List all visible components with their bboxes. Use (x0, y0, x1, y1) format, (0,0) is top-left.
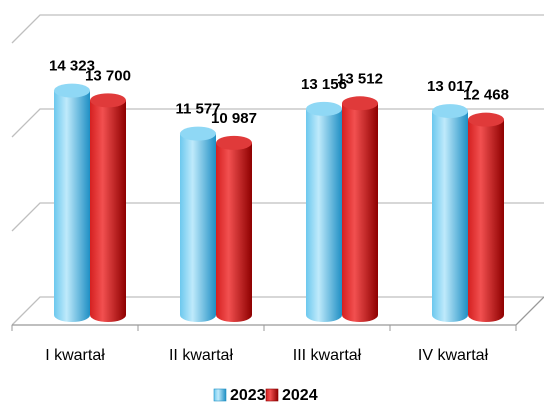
data-label: 10 987 (211, 110, 257, 127)
x-tick-label: II kwartał (169, 347, 233, 364)
x-tick-label: IV kwartał (418, 347, 489, 364)
bar (432, 104, 468, 322)
bar (180, 126, 216, 322)
bar (342, 96, 378, 322)
x-tick-label: III kwartał (293, 347, 362, 364)
bar (306, 101, 342, 322)
data-label: 13 700 (85, 67, 131, 84)
data-label: 13 512 (337, 70, 383, 87)
bar (468, 112, 504, 322)
bar (216, 135, 252, 322)
data-label: 12 468 (463, 87, 509, 104)
data-label: 13 156 (301, 76, 347, 93)
legend-label: 2024 (282, 387, 318, 404)
bar (90, 93, 126, 322)
data-label: 13 017 (427, 78, 473, 95)
legend-label: 2023 (230, 387, 266, 404)
data-label: 11 577 (175, 101, 220, 118)
legend-swatch (213, 388, 227, 402)
legend-swatch (265, 388, 279, 402)
data-label: 14 323 (49, 58, 95, 75)
x-tick-label: I kwartał (45, 347, 105, 364)
grid-line (11, 14, 544, 44)
bar (54, 83, 90, 323)
